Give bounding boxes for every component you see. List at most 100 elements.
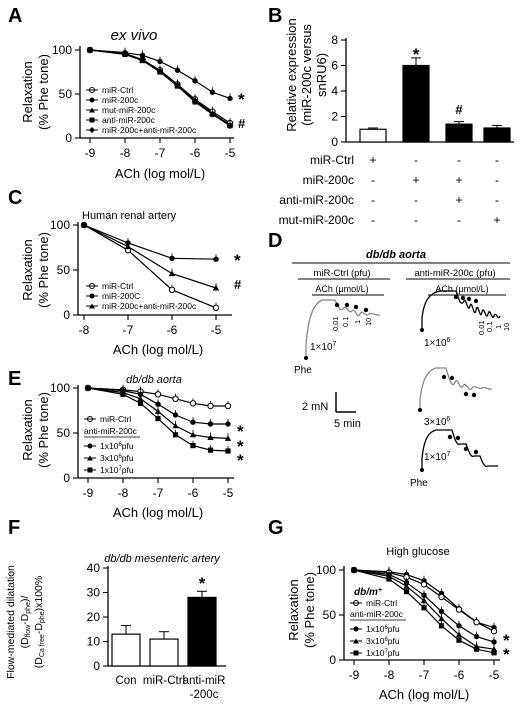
panel-e-legend-item: 3x106pfu	[100, 453, 134, 463]
panel-c-series-line	[83, 224, 217, 309]
panel-e-data-point	[207, 434, 214, 440]
panel-g-ytick: 100	[316, 563, 336, 577]
panel-c-xticks: -8 -7 -6 -5	[79, 315, 222, 337]
panel-e-data-point	[189, 431, 197, 438]
panel-b-ylabel-3: snRU6)	[314, 53, 329, 97]
panel-e-data-point	[155, 401, 161, 407]
panel-c-subtitle: Human renal artery	[82, 210, 177, 222]
panel-e-data-point	[154, 391, 162, 398]
panel-b-sign: +	[369, 153, 376, 167]
panel-c-data-point	[168, 286, 176, 293]
panel-d-col1: miR-Ctrl (pfu)	[314, 268, 371, 279]
panel-b-ytick: 6	[331, 59, 338, 73]
panel-g-yticks: 100 50 0	[316, 563, 344, 667]
panel-b-sign: -	[371, 213, 375, 227]
panel-e-label: E	[8, 368, 21, 390]
panel-b-row-name: miR-200c	[303, 173, 354, 187]
panel-c-plot	[80, 221, 220, 311]
panel-a-xtick: -9	[85, 146, 96, 160]
panel-e-plot	[84, 384, 232, 454]
dose-label: 1	[353, 320, 362, 324]
panel-g-ylabel-1: Relaxation	[286, 579, 301, 640]
panel-c-ytick: 0	[63, 308, 70, 322]
panel-c-xtick: -7	[123, 323, 134, 337]
panel-a-hash: #	[238, 116, 246, 131]
panel-g-xtick: -9	[349, 668, 360, 682]
panel-b-sign: +	[455, 193, 462, 207]
panel-b-sign: -	[495, 173, 499, 187]
panel-a-xtick: -8	[120, 146, 131, 160]
panel-e-star: *	[237, 437, 244, 456]
panel-e-xtick: -7	[153, 486, 164, 500]
panel-c-xtick: -5	[211, 323, 222, 337]
panel-a-legend-item: miR-200c	[102, 95, 139, 105]
panel-c-data-point	[169, 255, 175, 261]
panel-a-legend-item: miR-Ctrl	[102, 85, 133, 95]
panel-e-data-point	[172, 395, 179, 402]
panel-g-data-point	[473, 633, 480, 640]
panel-e-data-point	[224, 435, 232, 441]
panel-c-data-point	[124, 243, 132, 250]
scale-mn: 2 mN	[302, 401, 328, 413]
dose-label: 0.1	[485, 322, 494, 332]
panel-a-ytick: 50	[59, 87, 73, 101]
panel-a-xticks: -9 -8 -7 -6 -5	[85, 138, 236, 160]
panel-e-legend-item: anti-miR-200c	[84, 426, 138, 436]
panel-g-legend-item: miR-Ctrl	[366, 598, 397, 608]
panel-g-ylabel-2: (% Phe tone)	[302, 572, 317, 648]
panel-e-xlabel: ACh (log mol/L)	[113, 505, 203, 520]
panel-e-data-point	[225, 421, 231, 427]
panel-a-legend-item: mut-miR-200c	[102, 105, 156, 115]
dose-label: 10	[364, 318, 373, 326]
panel-g-data-point	[456, 623, 462, 629]
panel-d-col2: anti-miR-200c (pfu)	[414, 268, 495, 279]
panel-b-sign: +	[412, 173, 419, 187]
panel-c-xtick: -8	[79, 323, 90, 337]
panel-g-legend-item: 1x106pfu	[366, 624, 400, 634]
panel-c-ytick: 100	[50, 218, 70, 232]
panel-f-bar	[111, 633, 141, 667]
panel-e-data-point	[120, 391, 126, 397]
panel-g-xtick: -5	[489, 668, 500, 682]
panel-f-ylabel-1: Flow-mediated dilatation	[5, 565, 17, 679]
panel-e-star: *	[237, 422, 244, 441]
panel-e-data-point	[225, 448, 231, 454]
panel-c-ylabel-1: Relaxation	[20, 239, 35, 300]
panel-d-title: db/db aorta	[366, 249, 426, 261]
panel-f-bar	[187, 596, 217, 667]
panel-f-categories: Con miR-Ctrl anti-miR -200c	[115, 675, 225, 701]
panel-g-data-point	[490, 628, 498, 635]
panel-a-star: *	[238, 90, 245, 109]
panel-b-bar	[483, 127, 511, 143]
panel-e-series-line	[87, 387, 229, 452]
panel-g-data-point	[403, 583, 410, 589]
pfu-label: 1×107	[310, 341, 337, 353]
panel-b-ytick: 4	[331, 84, 338, 98]
panel-g-data-point	[438, 593, 445, 601]
panel-b-treatment-table: miR-Ctrl miR-200c anti-miR-200c mut-miR-…	[279, 153, 501, 227]
panel-b-star: *	[413, 45, 420, 64]
panel-e-ytick: 100	[50, 381, 70, 395]
panel-c-xlabel: ACh (log mol/L)	[113, 342, 203, 357]
panel-a-data-point	[121, 50, 129, 57]
panel-c-label: C	[8, 187, 22, 209]
phe-label: Phe	[294, 365, 312, 376]
panel-g-series-line	[353, 569, 495, 650]
panel-e-ylabel-2: (% Phe tone)	[36, 392, 51, 468]
panel-c-star: *	[234, 251, 241, 270]
panel-f-yticks: 40 30 20 10 0	[87, 561, 108, 673]
panel-f-ytick: 40	[87, 561, 101, 575]
trace-d4	[421, 429, 498, 470]
panel-e-data-point	[207, 402, 214, 410]
panel-a-data-point	[209, 89, 216, 95]
panel-g-legend-item: 1x107pfu	[366, 648, 400, 658]
panel-f-cat: miR-Ctrl	[143, 675, 185, 687]
panel-a-data-point	[86, 46, 94, 54]
panel-g-xtick: -7	[419, 668, 430, 682]
panel-b-sign: -	[414, 153, 418, 167]
panel-b-sign: -	[414, 193, 418, 207]
pfu-label: 1×107	[424, 451, 451, 463]
panel-f: F db/db mesenteric artery Flow-mediated …	[5, 517, 226, 701]
panel-a-plot	[86, 46, 234, 129]
panel-a-data-point	[174, 81, 181, 89]
